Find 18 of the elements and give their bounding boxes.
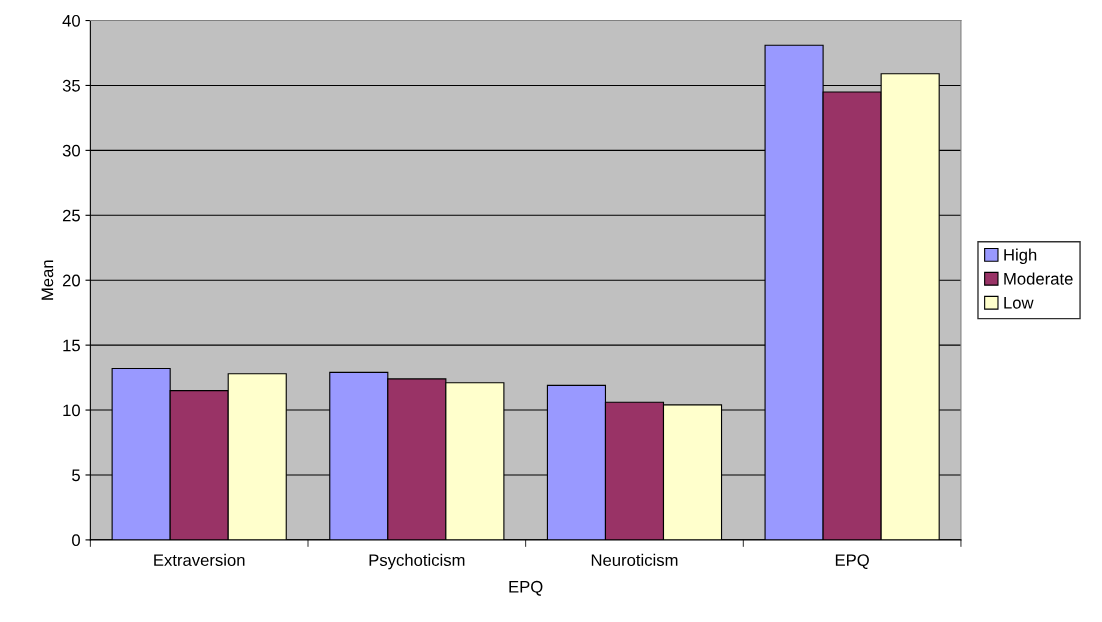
y-tick-label: 5	[72, 469, 80, 482]
y-tick-label: 25	[62, 209, 80, 222]
y-tick-label: 40	[62, 14, 80, 27]
y-tick-label: 0	[72, 534, 80, 547]
x-tick-label: Psychoticism	[369, 553, 465, 570]
y-tick-label: 20	[62, 274, 80, 287]
legend-label: High	[1004, 248, 1037, 265]
y-tick-label: 15	[63, 339, 80, 352]
legend-label: Low	[1004, 297, 1034, 309]
legend-label: Moderate	[1004, 272, 1073, 285]
x-tick-label: EPQ	[835, 554, 869, 570]
y-tick-label: 10	[63, 404, 80, 417]
y-tick-label: 30	[62, 144, 80, 157]
x-tick-label: Extraversion	[154, 553, 245, 567]
x-tick-label: Neuroticism	[591, 553, 678, 567]
y-axis-title: Mean	[41, 260, 54, 300]
y-tick-label: 35	[62, 79, 80, 92]
x-axis-title: EPQ	[509, 580, 543, 596]
